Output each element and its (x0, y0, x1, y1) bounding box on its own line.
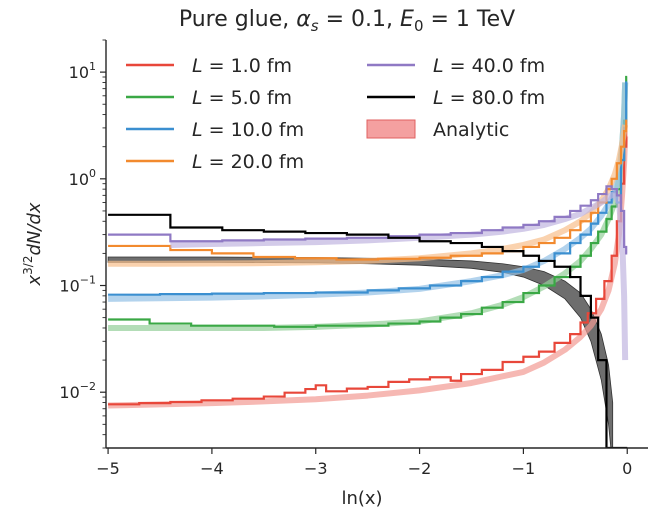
legend-label-2: L = 5.0 fm (192, 87, 292, 109)
x-tick-label: 0 (622, 459, 632, 478)
legend-label-5: L = 40.0 fm (433, 55, 545, 77)
y-axis-label: x3/2dN/dx (21, 202, 45, 286)
histogram-series-2 (108, 75, 628, 328)
legend-label-1: L = 1.0 fm (192, 55, 292, 77)
y-tick-label: 10−2 (59, 380, 96, 402)
histogram-series-1 (108, 119, 628, 406)
legend-label-3: L = 10.0 fm (192, 119, 304, 141)
x-tick-label: −3 (304, 459, 328, 478)
histogram-series-6 (108, 213, 628, 448)
x-axis-label: ln(x) (341, 488, 382, 509)
histogram-series-5 (108, 185, 628, 255)
legend-swatch-analytic (366, 119, 416, 139)
x-tick-label: −4 (200, 459, 224, 478)
analytic-curve-1 (108, 136, 629, 409)
axes: −5 −4 −3 −2 −1 0 10−2 10−1 100 101 (59, 39, 648, 478)
legend-label-analytic: Analytic (433, 119, 509, 141)
y-tick-label: 100 (69, 167, 96, 189)
chart-title: Pure glue, αs = 0.1, E0 = 1 TeV (179, 7, 515, 35)
x-tick-label: −5 (96, 459, 120, 478)
y-tick-label: 10−1 (59, 274, 96, 296)
x-tick-label: −1 (512, 459, 536, 478)
labels: Pure glue, αs = 0.1, E0 = 1 TeV ln(x) x3/2… (21, 7, 515, 509)
legend: L = 1.0 fm L = 5.0 fm L = 10.0 fm L = 20.0 … (126, 55, 545, 173)
plot-area (107, 75, 629, 448)
y-tick-label: 101 (69, 60, 96, 82)
legend-label-6: L = 80.0 fm (433, 87, 545, 109)
histogram-series-4 (108, 119, 628, 261)
legend-label-4: L = 20.0 fm (192, 151, 304, 173)
x-tick-label: −2 (408, 459, 432, 478)
